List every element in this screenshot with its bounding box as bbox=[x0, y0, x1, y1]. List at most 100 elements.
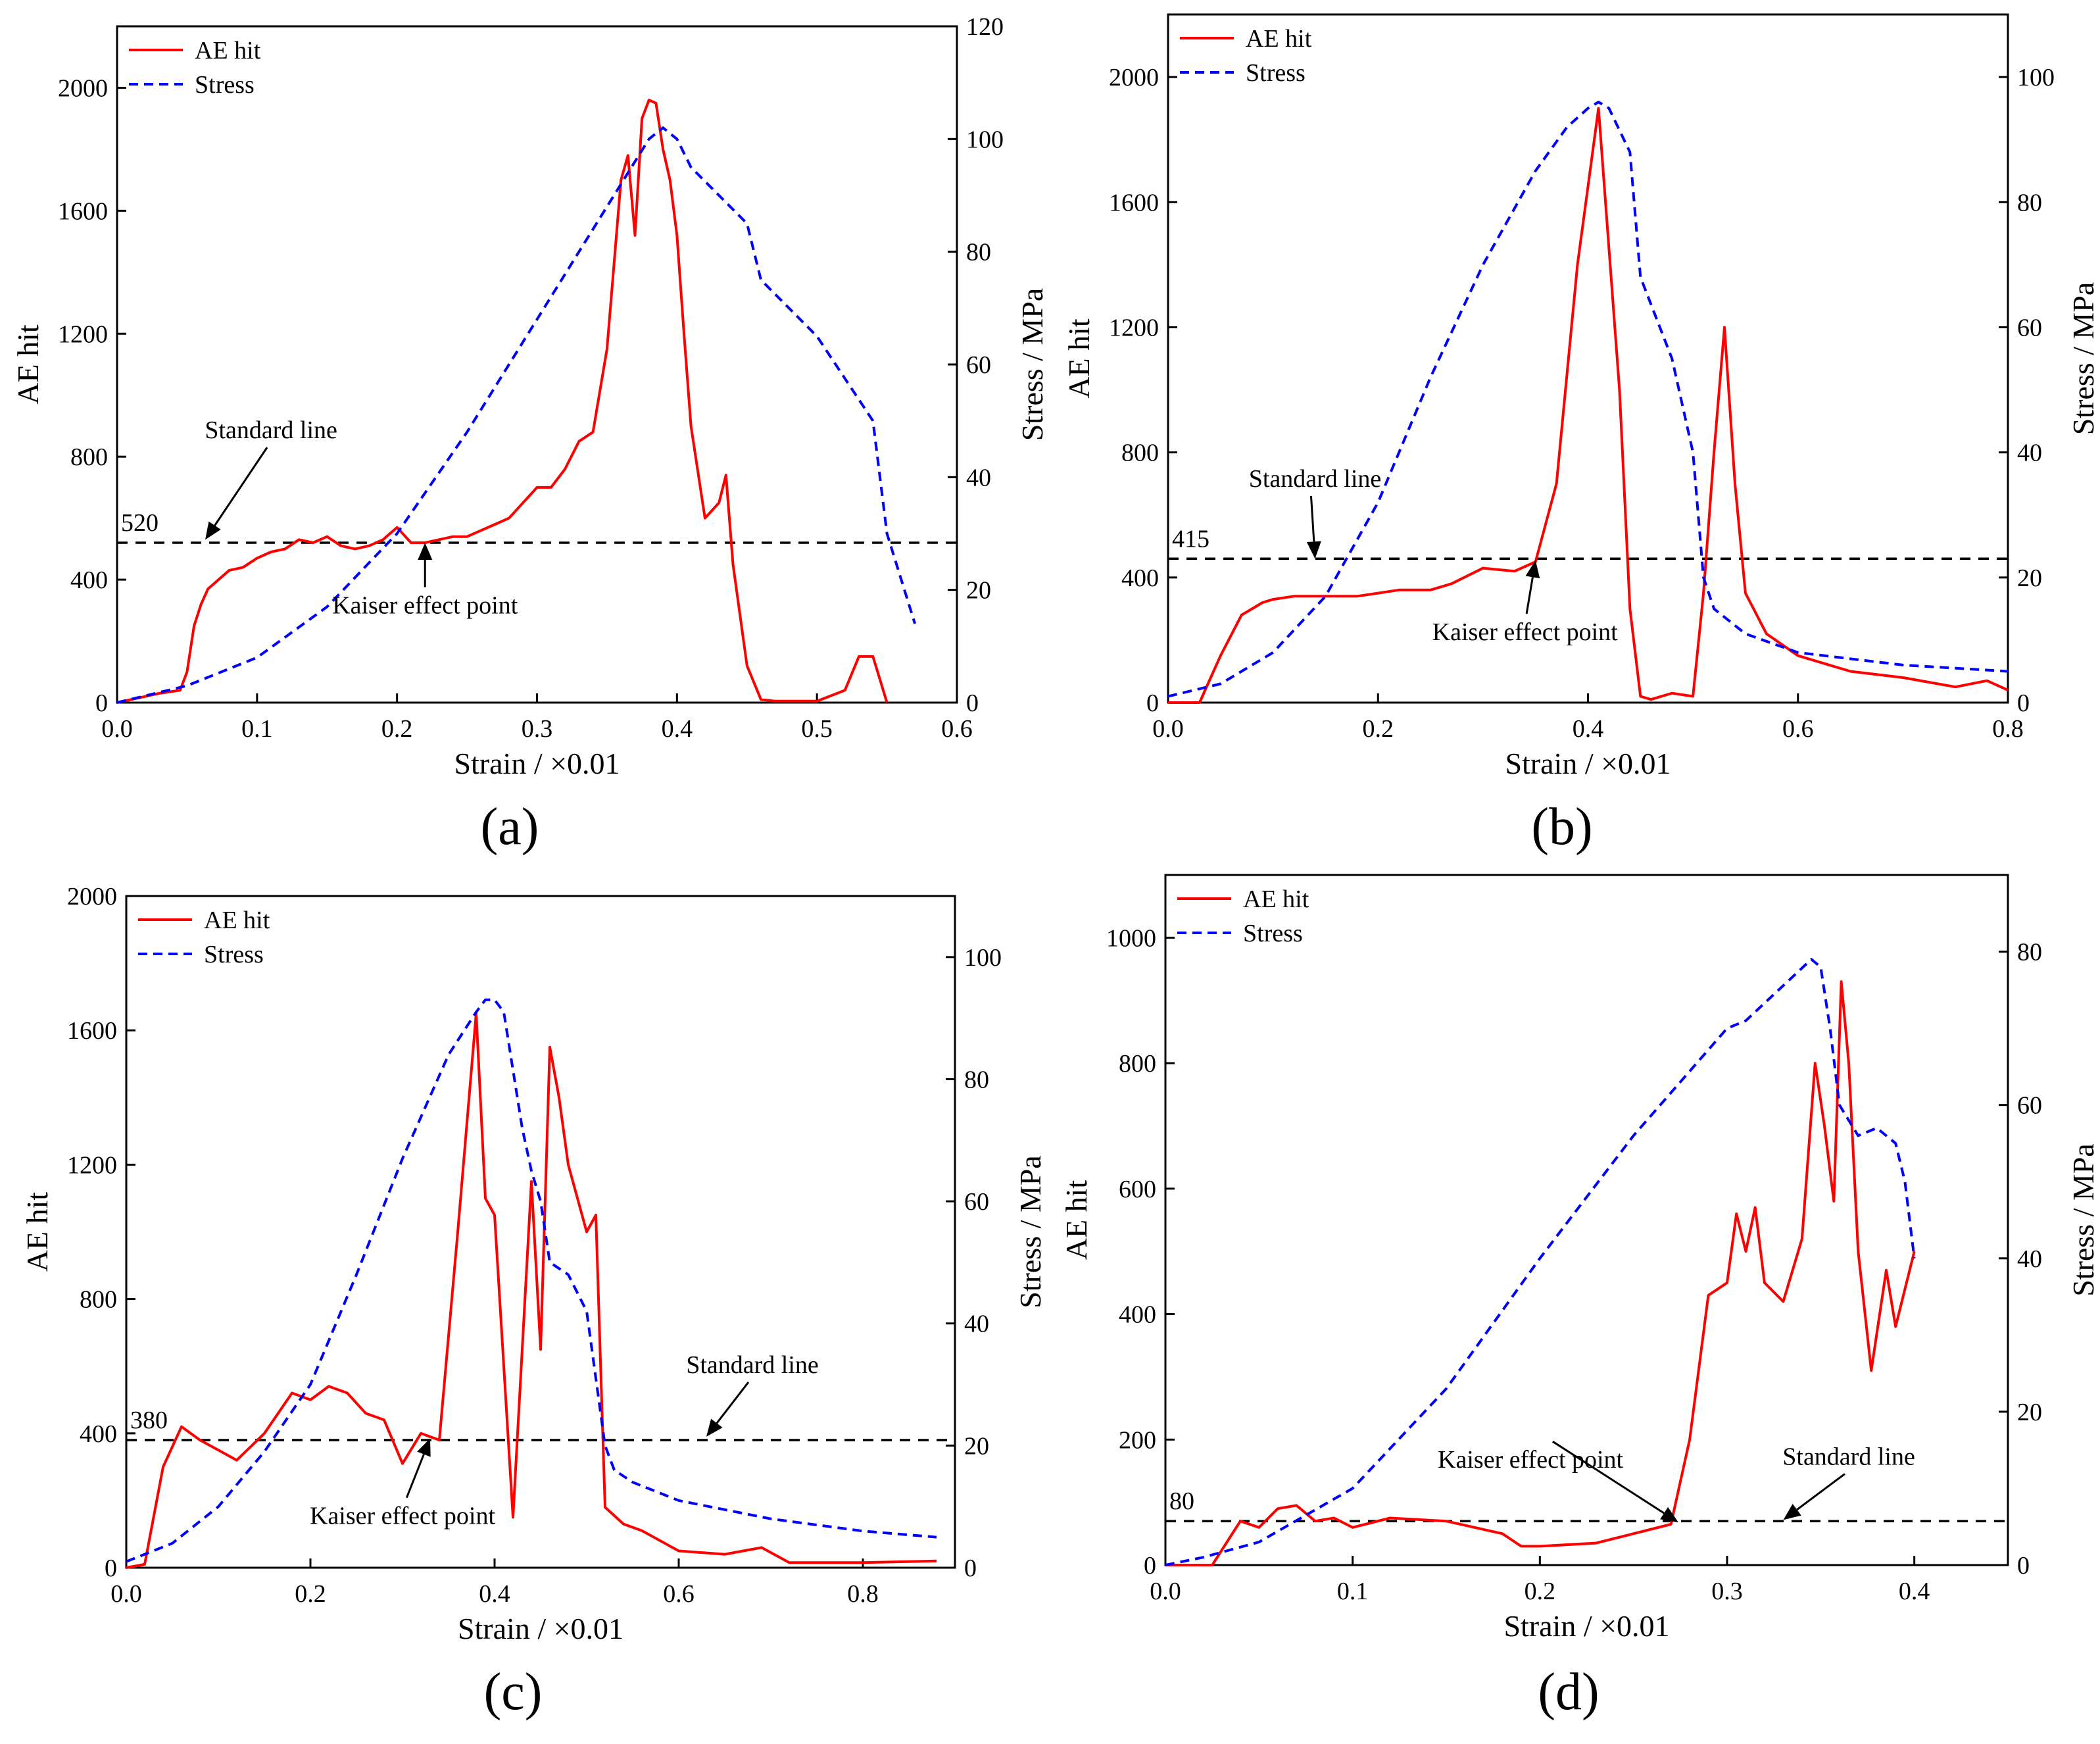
y2-tick-label: 40 bbox=[2017, 439, 2042, 467]
x-tick-label: 0.3 bbox=[1711, 1578, 1743, 1605]
standard-line-arrow-shaft bbox=[716, 1381, 750, 1424]
y-tick-label: 600 bbox=[1119, 1176, 1156, 1203]
y-tick-label: 400 bbox=[80, 1420, 117, 1448]
y-tick-label: 1600 bbox=[58, 197, 108, 225]
standard-line-arrow-shaft bbox=[1796, 1473, 1845, 1510]
kaiser-effect-label: Kaiser effect point bbox=[1432, 618, 1619, 646]
y-tick-label: 2000 bbox=[58, 74, 108, 102]
x-tick-label: 0.5 bbox=[801, 715, 833, 743]
plot-frame bbox=[1164, 874, 2009, 1566]
legend-stress-label: Stress bbox=[1243, 920, 1303, 947]
x-tick-label: 0.0 bbox=[1152, 715, 1184, 743]
y-tick-label: 800 bbox=[70, 443, 108, 471]
x-tick-label: 0.4 bbox=[1899, 1578, 1930, 1605]
x-tick-label: 0.0 bbox=[110, 1580, 142, 1608]
y2-tick-label: 80 bbox=[964, 1066, 989, 1093]
kaiser-effect-arrow-head bbox=[417, 1438, 431, 1457]
y2-tick-label: 80 bbox=[2017, 939, 2042, 966]
y-axis-label: AE hit bbox=[20, 1192, 54, 1272]
y2-tick-label: 40 bbox=[964, 1310, 989, 1338]
y-axis-label: AE hit bbox=[11, 324, 45, 405]
y2-tick-label: 40 bbox=[966, 464, 991, 491]
y2-axis-label: Stress / MPa bbox=[2066, 282, 2100, 436]
y-tick-label: 0 bbox=[1144, 1552, 1156, 1580]
y-tick-label: 400 bbox=[70, 566, 108, 594]
standard-line-label: Standard line bbox=[1249, 465, 1382, 493]
y2-tick-label: 20 bbox=[2017, 564, 2042, 592]
y2-tick-label: 0 bbox=[2017, 1552, 2030, 1580]
plot-frame bbox=[116, 25, 958, 704]
y2-axis-label: Stress / MPa bbox=[1013, 1155, 1047, 1308]
legend-ae-label: AE hit bbox=[204, 907, 270, 934]
kaiser-effect-arrow-head bbox=[418, 543, 433, 561]
chart-panel-a: 0.0 0.1 0.2 0.3 0.4 0.5 0.60400800120016002000… bbox=[11, 13, 1049, 856]
kaiser-effect-arrow-shaft bbox=[1525, 577, 1534, 614]
kaiser-effect-arrow-shaft bbox=[1552, 1440, 1665, 1514]
y2-tick-label: 20 bbox=[966, 577, 991, 605]
x-tick-label: 0.1 bbox=[1337, 1578, 1369, 1605]
y-tick-label: 800 bbox=[80, 1286, 117, 1314]
x-tick-label: 0.4 bbox=[662, 715, 693, 743]
y-tick-label: 2000 bbox=[1109, 64, 1159, 91]
y-tick-label: 0 bbox=[1146, 689, 1159, 717]
y-tick-label: 1200 bbox=[1109, 314, 1159, 341]
panel-label: (a) bbox=[481, 798, 539, 856]
ae-hit-series-line bbox=[1168, 107, 2009, 704]
y2-tick-label: 100 bbox=[2017, 64, 2055, 91]
x-tick-label: 0.1 bbox=[241, 715, 273, 743]
x-tick-label: 0.6 bbox=[941, 715, 973, 743]
y-tick-label: 1000 bbox=[1106, 924, 1156, 952]
standard-line-arrow-shaft bbox=[1309, 495, 1315, 542]
ae-hit-series-line bbox=[126, 1012, 937, 1569]
kaiser-effect-label: Kaiser effect point bbox=[332, 591, 518, 619]
standard-line-label: Standard line bbox=[686, 1351, 819, 1379]
kaiser-effect-arrow-shaft bbox=[405, 1454, 425, 1499]
y2-tick-label: 60 bbox=[2017, 314, 2042, 341]
kaiser-effect-label: Kaiser effect point bbox=[310, 1503, 496, 1530]
kaiser-effect-label: Kaiser effect point bbox=[1438, 1446, 1624, 1474]
standard-value-label: 380 bbox=[130, 1407, 168, 1434]
x-axis-label: Strain / ×0.01 bbox=[454, 747, 620, 780]
x-axis-label: Strain / ×0.01 bbox=[458, 1612, 623, 1645]
x-tick-label: 0.8 bbox=[847, 1580, 879, 1608]
ae-hit-series-line bbox=[116, 99, 889, 704]
y2-tick-label: 40 bbox=[2017, 1245, 2042, 1273]
legend-stress-label: Stress bbox=[204, 941, 264, 968]
stress-series-line bbox=[1165, 958, 1916, 1566]
kaiser-effect-arrow-head bbox=[1525, 560, 1540, 579]
y2-tick-label: 80 bbox=[2017, 189, 2042, 216]
x-tick-label: 0.4 bbox=[479, 1580, 510, 1608]
standard-line-label: Standard line bbox=[1782, 1443, 1915, 1470]
y2-tick-label: 100 bbox=[964, 944, 1002, 972]
panel-label: (b) bbox=[1531, 798, 1592, 856]
stress-series-line bbox=[1167, 101, 2009, 698]
y2-tick-label: 60 bbox=[964, 1188, 989, 1216]
y-tick-label: 400 bbox=[1119, 1301, 1156, 1329]
y2-tick-label: 0 bbox=[964, 1555, 977, 1582]
x-tick-label: 0.0 bbox=[101, 715, 133, 743]
legend-stress-label: Stress bbox=[195, 71, 255, 99]
standard-value-label: 80 bbox=[1169, 1487, 1194, 1515]
chart-panel-b: 0.0 0.2 0.4 0.6 0.80400800120016002000020406… bbox=[1062, 13, 2100, 856]
y-tick-label: 0 bbox=[105, 1555, 117, 1582]
y2-tick-label: 100 bbox=[966, 126, 1004, 153]
y2-tick-label: 0 bbox=[2017, 689, 2030, 717]
plot-frame bbox=[1167, 13, 2009, 704]
standard-line-arrow-shaft bbox=[214, 447, 268, 526]
plot-frame bbox=[125, 895, 956, 1569]
y-tick-label: 200 bbox=[1119, 1426, 1156, 1454]
standard-line-label: Standard line bbox=[205, 416, 337, 444]
y-tick-label: 1200 bbox=[58, 320, 108, 348]
y2-axis-label: Stress / MPa bbox=[1015, 288, 1049, 441]
y-tick-label: 800 bbox=[1119, 1050, 1156, 1078]
x-axis-label: Strain / ×0.01 bbox=[1503, 1609, 1669, 1643]
stress-series-line bbox=[116, 126, 917, 704]
y-tick-label: 0 bbox=[95, 689, 108, 717]
x-tick-label: 0.4 bbox=[1573, 715, 1604, 743]
x-tick-label: 0.2 bbox=[295, 1580, 326, 1608]
y2-tick-label: 80 bbox=[966, 239, 991, 266]
chart-panel-c: 0.0 0.2 0.4 0.6 0.8 0 400 800 1200 1600 2000 0 20 40 6… bbox=[20, 883, 1047, 1721]
x-tick-label: 0.3 bbox=[522, 715, 553, 743]
y-tick-label: 800 bbox=[1121, 439, 1159, 467]
y2-tick-label: 60 bbox=[966, 351, 991, 379]
